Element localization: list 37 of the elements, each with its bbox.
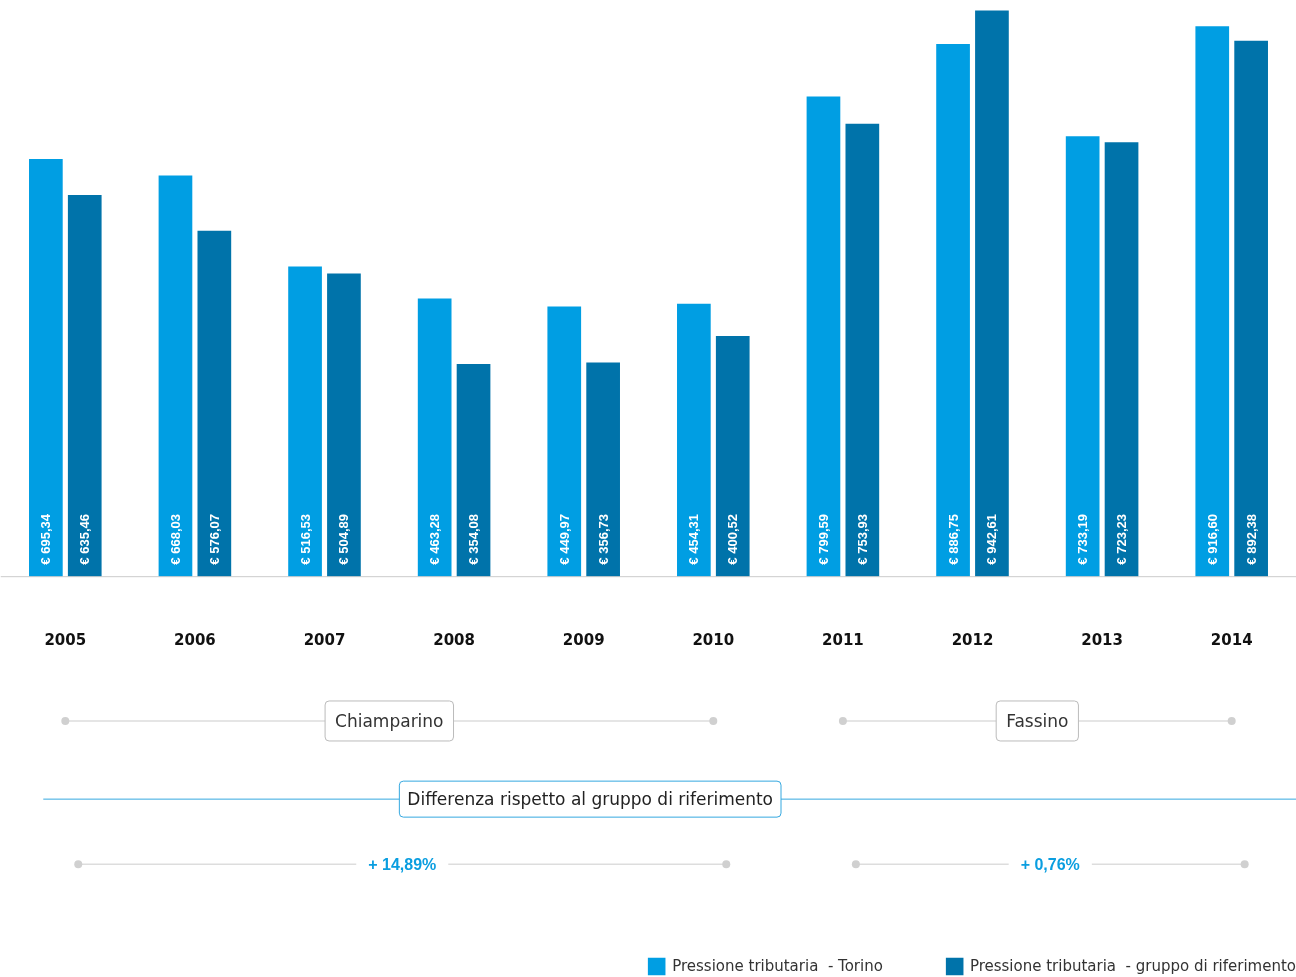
x-tick-label: 2013 [1081,630,1123,649]
data-label: € 635,46 [77,514,93,565]
x-tick-label: 2012 [951,630,994,649]
data-label: € 799,59 [815,514,831,565]
data-label: € 576,07 [206,514,222,565]
data-label: € 668,03 [167,514,183,565]
data-label: € 400,52 [725,514,741,565]
data-label: € 733,19 [1075,514,1091,565]
x-tick-label: 2011 [822,630,864,649]
data-label: € 723,23 [1114,514,1130,565]
text: + 14,89% [368,855,437,873]
data-label: € 454,31 [686,514,702,565]
data-label: € 916,60 [1204,514,1220,565]
data-label: € 892,38 [1243,514,1259,565]
data-label: € 695,34 [38,513,54,565]
data-label: € 463,28 [427,514,443,565]
x-tick-label: 2005 [44,630,87,649]
data-label: € 886,75 [945,514,961,565]
data-label: € 753,93 [854,514,870,565]
data-label: € 516,53 [297,514,313,565]
text: Chiamparino [335,710,444,731]
x-tick-label: 2008 [433,630,475,649]
legend-label: Pressione tributaria - gruppo di riferimento [969,957,1296,975]
x-tick-label: 2014 [1210,630,1253,649]
data-label: € 356,73 [595,514,611,565]
text: Fassino [1006,710,1069,731]
data-label: € 942,61 [984,514,1000,565]
legend-label: Pressione tributaria - Torino [672,957,883,975]
data-label: € 504,89 [336,514,352,565]
x-tick-label: 2007 [303,630,346,649]
x-tick-label: 2006 [174,630,216,649]
x-tick-label: 2009 [562,630,605,649]
text: Differenza rispetto al gruppo di riferimento [407,789,774,810]
data-label: € 354,08 [466,514,482,565]
x-tick-label: 2010 [692,630,735,649]
text: + 0,76% [1020,855,1080,873]
data-label: € 449,97 [556,514,572,565]
